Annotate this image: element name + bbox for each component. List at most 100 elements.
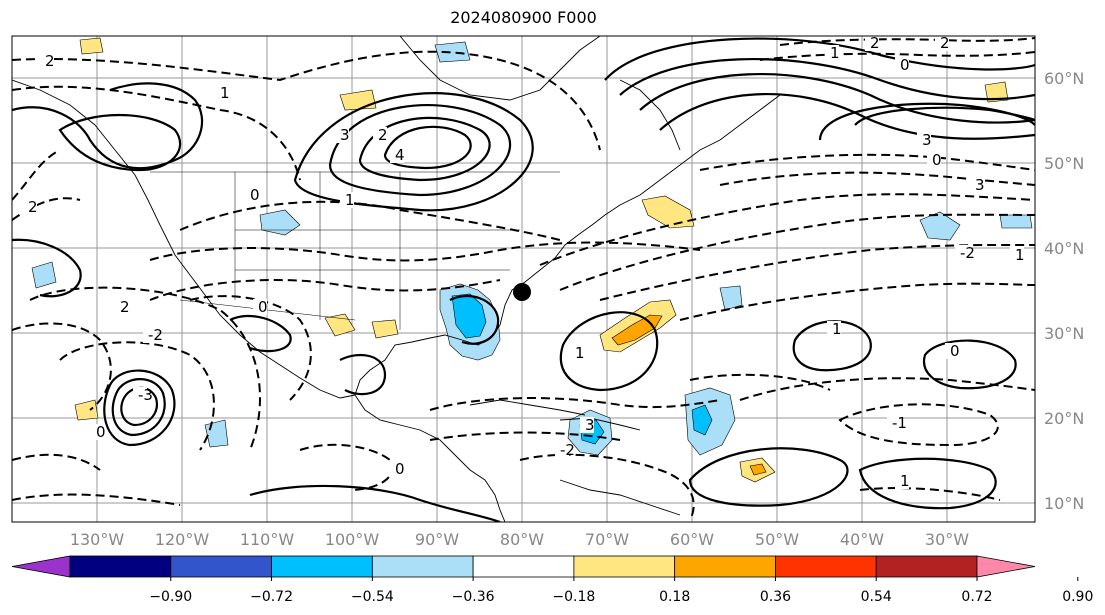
lon-label: 30°W — [925, 530, 969, 549]
colorbar-segment — [573, 555, 676, 578]
colorbar-tick-label: −0.18 — [552, 589, 595, 605]
colorbar-segment — [875, 555, 978, 578]
contour-label-bg — [245, 187, 259, 203]
positive-area-northeast — [641, 195, 695, 229]
lat-label: 50°N — [1044, 154, 1084, 173]
contour-label-bg — [827, 321, 841, 337]
contour-label-bg — [927, 152, 941, 168]
contour-label: 3 — [922, 131, 932, 149]
contour-label-bg — [917, 132, 931, 148]
contour-label-bg — [40, 53, 54, 69]
colorbar-segment — [271, 555, 373, 578]
lon-label: 60°W — [670, 530, 714, 549]
colorbar-tick-label: −0.54 — [351, 589, 394, 605]
contour-label: 1 — [220, 84, 230, 102]
colorbar-max-extension — [976, 555, 1036, 578]
contour-label: 0 — [395, 460, 405, 478]
lat-label: 10°N — [1044, 494, 1084, 513]
contour-label-bg — [887, 415, 901, 431]
contour-label: 1 — [830, 44, 840, 62]
contour-label-bg — [215, 85, 229, 101]
lon-label: 100°W — [325, 530, 380, 549]
contour-label-bg — [390, 147, 404, 163]
coastlines — [12, 36, 781, 522]
contour-label: -2 — [560, 441, 575, 459]
strong-positive-area-tropics — [749, 463, 767, 476]
colorbar-segment — [69, 555, 172, 578]
colorbar-segment — [472, 555, 575, 578]
lat-label: 20°N — [1044, 409, 1084, 428]
lon-label: 40°W — [840, 530, 884, 549]
colorbar-tick-label: 0.18 — [659, 589, 690, 605]
lon-label: 130°W — [70, 530, 125, 549]
contour-label-bg — [865, 36, 879, 51]
contour-label-bg — [895, 57, 909, 73]
contour-label-bg — [23, 199, 37, 215]
contour-label: 3 — [340, 126, 350, 144]
contour-label: 1 — [1015, 246, 1025, 264]
contour-label-bg — [340, 192, 354, 208]
dashed-contours — [12, 37, 1035, 521]
contour-label: 0 — [250, 186, 260, 204]
negative-area-eastatl2 — [999, 214, 1033, 229]
lat-label: 30°N — [1044, 324, 1084, 343]
contour-label-bg — [955, 245, 969, 261]
colorbar — [11, 555, 1036, 578]
contour-label: 2 — [870, 34, 880, 52]
contour-label: 1 — [832, 320, 842, 338]
contour-label-bg — [555, 442, 569, 458]
contour-label: 4 — [395, 146, 405, 164]
negative-area-midatl — [719, 285, 743, 311]
contour-label: 0 — [900, 56, 910, 74]
colorbar-tick-label: 0.72 — [961, 589, 992, 605]
colorbar-tick-label: 0.54 — [861, 589, 892, 605]
lon-label: 50°W — [755, 530, 799, 549]
contour-label: -1 — [892, 414, 907, 432]
colorbar-segment — [674, 555, 776, 578]
positive-area-mexico — [324, 313, 356, 337]
contour-label: 2 — [378, 126, 388, 144]
colorbar-segment — [371, 555, 474, 578]
contour-label: 0 — [950, 342, 960, 360]
contour-label: 3 — [585, 416, 595, 434]
solid-contours — [12, 37, 1035, 522]
longitude-labels: 130°W 120°W 110°W 100°W 90°W 80°W 70°W 60°W 50°W… — [70, 530, 969, 549]
colorbar-tick-label: −0.72 — [250, 589, 293, 605]
positive-area-north — [79, 37, 104, 55]
lon-label: 80°W — [500, 530, 544, 549]
contour-label: 1 — [345, 191, 355, 209]
lon-label: 70°W — [585, 530, 629, 549]
colorbar-tick-label: −0.90 — [149, 589, 192, 605]
colorbar-labels: −0.90 −0.72 −0.54 −0.36 −0.18 0.18 0.36 0.54 0.7… — [149, 577, 1093, 605]
colorbar-tick-label: 0.90 — [1062, 589, 1093, 605]
contour-label: 1 — [575, 344, 585, 362]
contour-label: -2 — [960, 244, 975, 262]
contour-label: -3 — [138, 386, 153, 404]
contour-label-bg — [570, 345, 584, 361]
colorbar-segment — [170, 555, 272, 578]
lon-label: 90°W — [415, 530, 459, 549]
contour-label-bg — [143, 327, 157, 343]
contour-label-bg — [91, 424, 105, 440]
map-area — [12, 36, 1035, 522]
chart-title: 2024080900 F000 — [450, 8, 597, 27]
contour-label: 0 — [96, 423, 106, 441]
contour-label: 2 — [120, 298, 130, 316]
contour-label: 2 — [45, 52, 55, 70]
colorbar-tick-label: −0.36 — [452, 589, 495, 605]
contour-label-bg — [390, 461, 404, 477]
contour-label-bg — [935, 36, 949, 51]
contour-label-bg — [253, 299, 267, 315]
contour-label-bg — [825, 45, 839, 61]
colorbar-tick-label: 0.36 — [760, 589, 791, 605]
contour-label-bg — [580, 417, 594, 433]
contour-label: 0 — [258, 298, 268, 316]
map-frame — [11, 35, 1036, 523]
negative-area-pacific2 — [31, 261, 57, 289]
contour-label-bg — [1010, 247, 1024, 263]
negative-area-eastatl — [919, 211, 961, 241]
contour-label-bg — [115, 299, 129, 315]
lon-label: 110°W — [240, 530, 295, 549]
